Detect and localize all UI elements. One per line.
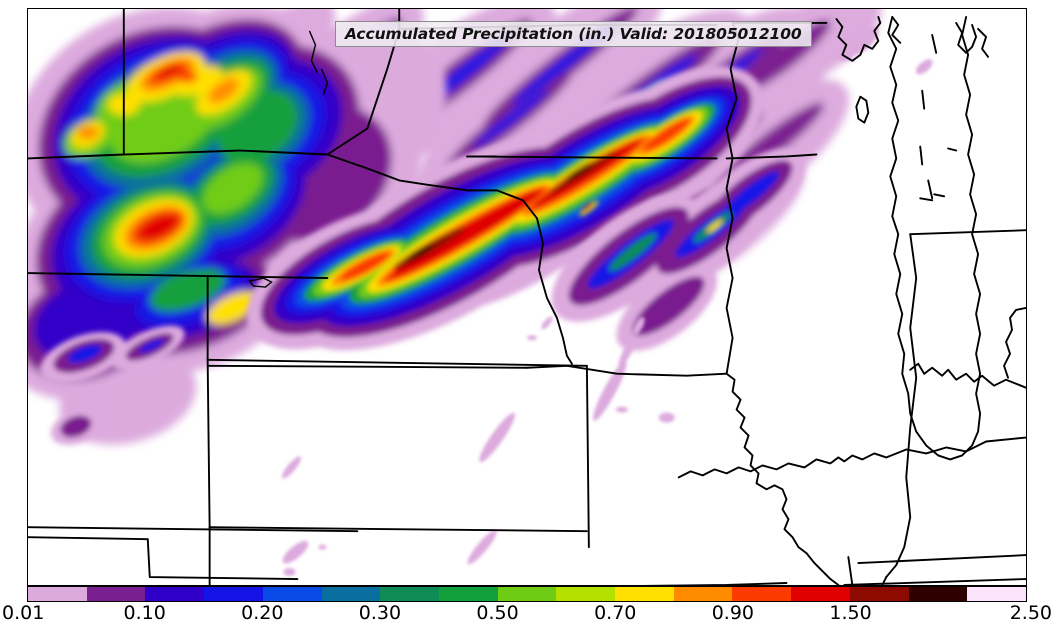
colorbar-tick-0.50: 0.50 bbox=[476, 602, 519, 624]
river-features bbox=[248, 30, 329, 288]
colorbar-segment-9 bbox=[556, 587, 616, 601]
colorbar-segment-3 bbox=[204, 587, 263, 601]
map-canvas bbox=[28, 9, 1026, 585]
colorbar-segment-16 bbox=[967, 587, 1026, 601]
precip-southwest-fragments bbox=[40, 325, 185, 445]
colorbar-tick-0.70: 0.70 bbox=[594, 602, 637, 624]
colorbar-tick-0.10: 0.10 bbox=[123, 602, 166, 624]
colorbar-segment-8 bbox=[497, 587, 557, 601]
precip-secondary-bands bbox=[551, 148, 806, 351]
colorbar-tick-1.50: 1.50 bbox=[829, 602, 872, 624]
colorbar-segment-13 bbox=[791, 587, 850, 601]
colorbar-tick-0.20: 0.20 bbox=[241, 602, 284, 624]
colorbar-tick-2.50: 2.50 bbox=[1009, 602, 1052, 624]
precip-high-plains-area bbox=[28, 9, 447, 445]
lake-michigan bbox=[835, 16, 990, 461]
map-panel: Accumulated Precipitation (in.) Valid: 2… bbox=[27, 8, 1027, 586]
colorbar-segment-7 bbox=[438, 587, 498, 601]
colorbar-segment-2 bbox=[145, 587, 205, 601]
colorbar bbox=[27, 586, 1027, 602]
colorbar-segment-12 bbox=[732, 587, 792, 601]
colorbar-tick-0.30: 0.30 bbox=[358, 602, 402, 624]
colorbar-segment-6 bbox=[380, 587, 439, 601]
colorbar-segment-14 bbox=[849, 587, 909, 601]
colorbar-segment-10 bbox=[615, 587, 674, 601]
map-title-box: Accumulated Precipitation (in.) Valid: 2… bbox=[335, 21, 812, 47]
colorbar-segment-5 bbox=[321, 587, 381, 601]
map-title-text: Accumulated Precipitation (in.) Valid: 2… bbox=[345, 25, 802, 43]
colorbar-tick-labels: 0.01 0.10 0.20 0.30 0.50 0.70 0.90 1.50 2.50 bbox=[0, 602, 1054, 630]
colorbar-tick-0.90: 0.90 bbox=[711, 602, 755, 624]
colorbar-segment-4 bbox=[262, 587, 322, 601]
colorbar-segment-11 bbox=[673, 587, 733, 601]
colorbar-segment-0 bbox=[28, 587, 87, 601]
colorbar-segment-15 bbox=[908, 587, 968, 601]
colorbar-segment-1 bbox=[86, 587, 146, 601]
precip-main-squall-line bbox=[246, 65, 764, 351]
colorbar-tick-0.01: 0.01 bbox=[2, 602, 45, 624]
precip-light-scattered-bands bbox=[73, 26, 933, 577]
